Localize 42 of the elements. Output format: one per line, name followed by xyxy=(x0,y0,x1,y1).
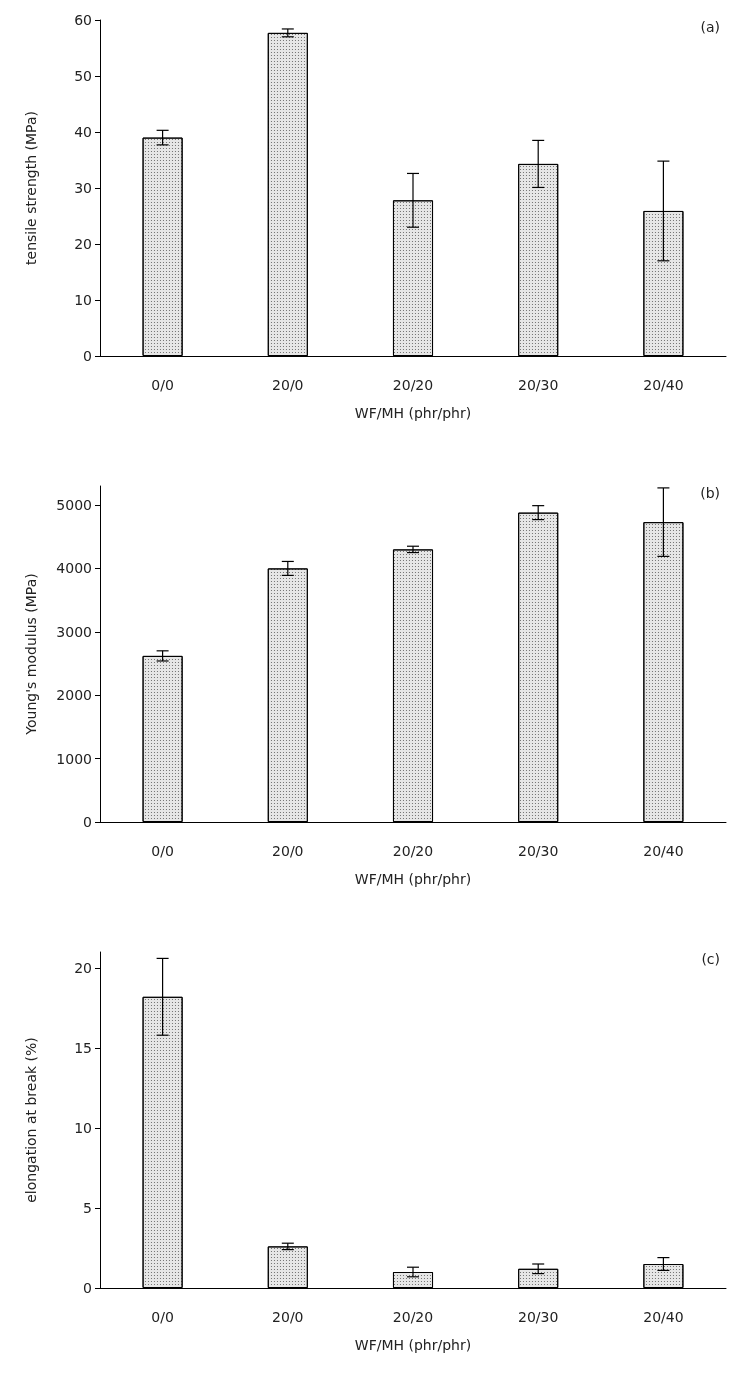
x-axis-title: WF/MH (phr/phr) xyxy=(354,871,472,887)
y-tick-label: 1000 xyxy=(56,750,92,767)
y-tick-label: 10 xyxy=(74,292,92,308)
y-tick-label: 20 xyxy=(74,960,92,976)
y-tick-label: 0 xyxy=(83,1280,92,1296)
x-axis-title: WF/MH (phr/phr) xyxy=(354,1337,472,1353)
y-tick-label: 3000 xyxy=(56,623,92,640)
x-tick-label: 0/0 xyxy=(151,377,174,393)
annotation: (b) xyxy=(700,485,720,501)
y-tick-label: 15 xyxy=(74,1040,92,1056)
x-tick-label: 20/0 xyxy=(272,843,304,859)
x-tick-label: 20/30 xyxy=(518,1309,559,1325)
x-tick-label: 20/20 xyxy=(392,1309,434,1325)
y-axis-title: Young's modulus (MPa) xyxy=(23,573,39,736)
y-tick-label: 20 xyxy=(74,236,92,252)
y-tick-label: 5 xyxy=(83,1200,92,1216)
x-tick-label: 20/40 xyxy=(643,377,684,393)
x-tick-label: 20/0 xyxy=(272,1309,304,1325)
y-axis-title: tensile strength (MPa) xyxy=(23,111,39,265)
y-tick-label: 40 xyxy=(74,124,92,140)
y-axis-title: elongation at break (%) xyxy=(23,1037,39,1203)
y-tick-label: 4000 xyxy=(56,560,92,577)
y-tick-label: 60 xyxy=(74,12,92,28)
y-tick-label: 50 xyxy=(74,68,92,84)
y-tick-label: 2000 xyxy=(56,687,92,704)
y-tick-label: 5000 xyxy=(56,497,92,514)
y-tick-label: 10 xyxy=(74,1120,92,1136)
x-tick-label: 20/30 xyxy=(518,843,559,859)
x-tick-label: 0/0 xyxy=(151,843,174,859)
x-tick-label: 20/20 xyxy=(392,843,434,859)
y-tick-label: 0 xyxy=(83,348,92,364)
annotation: (c) xyxy=(701,951,720,967)
y-tick-label: 30 xyxy=(74,180,92,196)
x-tick-label: 0/0 xyxy=(151,1309,174,1325)
x-tick-label: 20/0 xyxy=(272,377,304,393)
x-axis-title: WF/MH (phr/phr) xyxy=(354,405,472,421)
x-tick-label: 20/20 xyxy=(392,377,434,393)
annotation: (a) xyxy=(700,19,721,35)
x-tick-label: 20/30 xyxy=(518,377,559,393)
y-tick-label: 0 xyxy=(83,814,92,830)
x-tick-label: 20/40 xyxy=(643,1309,684,1325)
x-tick-label: 20/40 xyxy=(643,843,684,859)
